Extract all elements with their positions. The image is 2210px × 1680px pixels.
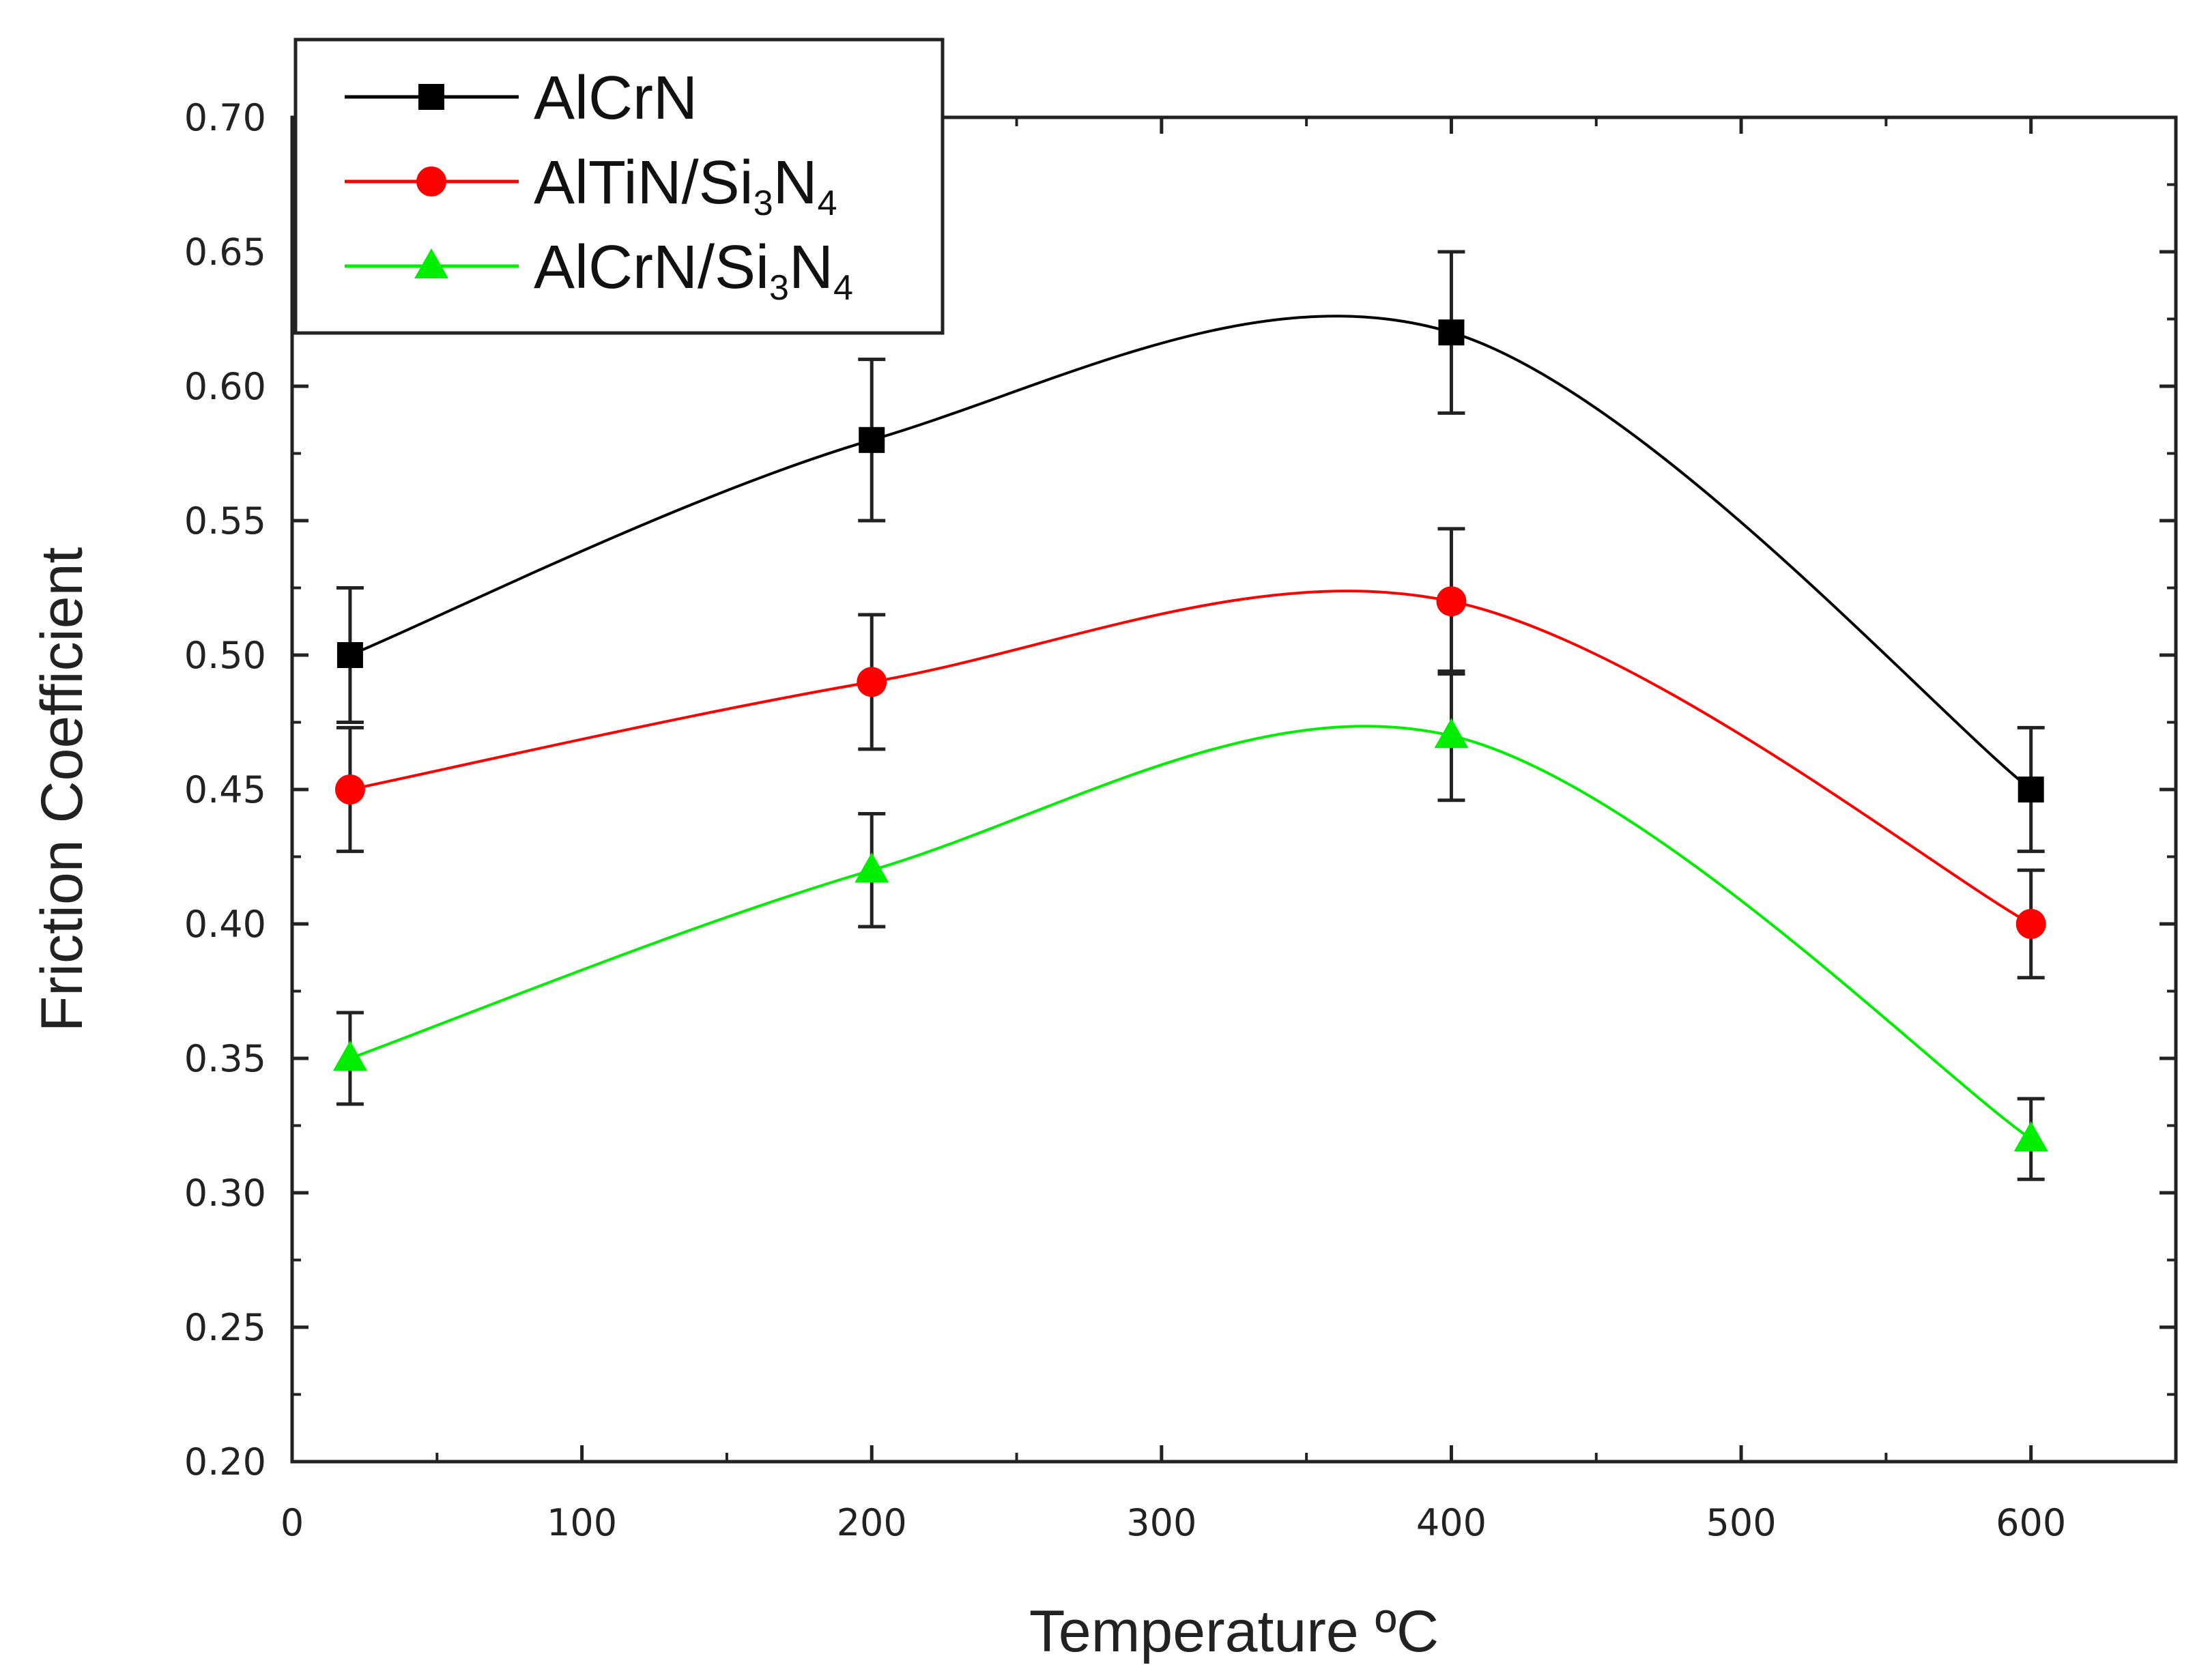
y-tick-label: 0.25	[184, 1306, 266, 1349]
data-point-alcrn	[2018, 777, 2044, 802]
x-tick-label: 300	[1126, 1501, 1196, 1544]
data-point-alcrn	[336, 642, 363, 668]
axis-ticks: 0.20 0.25 0.30 0.35 0.40 0.45 0.50 0.55 0.60 0.65…	[184, 96, 2177, 1544]
y-tick-label: 0.65	[184, 231, 266, 274]
legend-marker-altin-si3n4	[416, 166, 446, 197]
series-line-alcrn	[349, 315, 2032, 791]
y-tick-label: 0.35	[184, 1037, 266, 1080]
data-point-altin-si3n4	[2015, 909, 2046, 939]
data-point-alcrn-si3n4	[332, 1041, 367, 1071]
y-tick-label: 0.40	[184, 903, 266, 946]
y-tick-label: 0.50	[184, 634, 266, 677]
legend-marker-alcrn	[418, 84, 444, 110]
y-tick-label: 0.60	[184, 365, 266, 408]
data-point-altin-si3n4	[334, 774, 365, 805]
x-tick-label: 400	[1416, 1501, 1487, 1544]
legend-box	[293, 38, 945, 335]
legend: AlCrN AlTiN/Si3N4 AlCrN/Si3N4	[293, 38, 945, 335]
y-axis-title: Friction Coefficient	[29, 547, 95, 1032]
y-tick-label: 0.45	[184, 768, 266, 811]
series-alcrn-si3n4	[332, 669, 2048, 1181]
legend-marker-alcrn-si3n4	[414, 248, 448, 278]
series-alcrn	[336, 250, 2045, 854]
legend-label-alcrn: AlCrN	[534, 64, 698, 132]
data-point-alcrn	[1438, 319, 1465, 346]
legend-label-alcrn-si3n4: AlCrN/Si3N4	[534, 233, 853, 308]
x-tick-label: 100	[547, 1501, 617, 1544]
data-point-altin-si3n4	[857, 667, 887, 697]
y-tick-label: 0.70	[184, 96, 266, 139]
series-line-altin-si3n4	[349, 590, 2032, 925]
series-line-alcrn-si3n4	[349, 725, 2032, 1140]
data-point-alcrn-si3n4	[2013, 1121, 2048, 1152]
legend-label-altin-si3n4: AlTiN/Si3N4	[534, 149, 837, 223]
x-tick-label: 0	[281, 1501, 304, 1544]
data-point-altin-si3n4	[1436, 586, 1467, 617]
data-point-alcrn	[859, 426, 885, 453]
x-tick-label: 600	[1996, 1501, 2066, 1544]
x-tick-label: 500	[1706, 1501, 1777, 1544]
data-series	[332, 250, 2048, 1181]
data-point-alcrn-si3n4	[855, 852, 889, 883]
y-tick-label: 0.55	[184, 499, 266, 542]
y-tick-label: 0.30	[184, 1172, 266, 1215]
y-tick-label: 0.20	[184, 1440, 266, 1483]
x-axis-title: Temperature ºC	[1029, 1599, 1439, 1664]
series-altin-si3n4	[334, 527, 2046, 980]
data-point-alcrn-si3n4	[1434, 718, 1469, 749]
x-tick-label: 200	[837, 1501, 907, 1544]
